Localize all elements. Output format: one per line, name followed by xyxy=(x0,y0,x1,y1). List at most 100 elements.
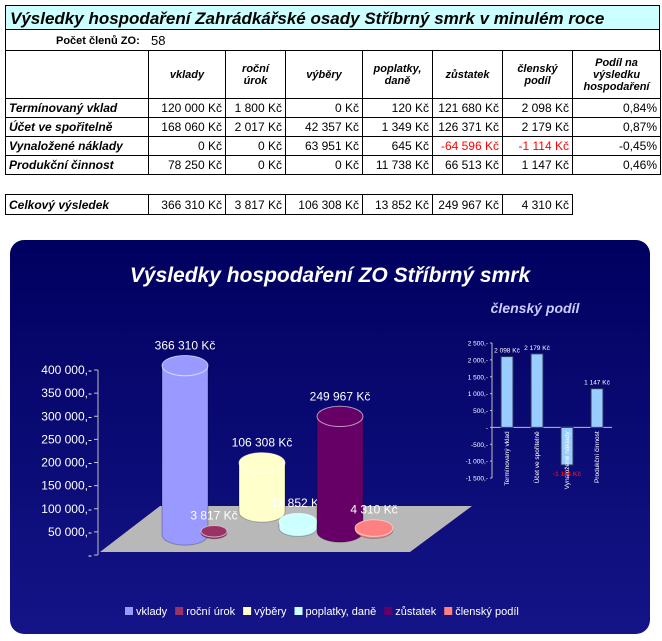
value-label: 13 852 Kč xyxy=(271,496,325,510)
legend-label: členský podíl xyxy=(455,606,519,618)
cylinder-top xyxy=(316,405,364,428)
y-tick-label: 2 500,- xyxy=(468,341,488,348)
value-label: 2 098 Kč xyxy=(494,348,520,355)
table-cell: 120 Kč xyxy=(362,98,433,118)
cylinder-top xyxy=(354,519,394,537)
header-cell: členský podíl xyxy=(502,50,573,99)
x-tick-label: Vynaložené náklady xyxy=(564,431,571,490)
y-tick-label: 300 000,- xyxy=(41,409,92,423)
legend-label: zůstatek xyxy=(395,606,436,618)
table-cell: 13 852 Kč xyxy=(362,194,433,215)
table-cell: 0,46% xyxy=(572,155,661,175)
members-row: Počet členů ZO: 58 xyxy=(5,30,660,50)
y-tick-label: 500,- xyxy=(473,408,488,415)
table-cell: -1 114 Kč xyxy=(502,136,573,156)
y-tick-label: 1 000,- xyxy=(468,391,488,398)
sheet-title: Výsledky hospodaření Zahrádkářské osady … xyxy=(5,5,660,30)
value-label: 1 147 Kč xyxy=(584,380,610,387)
table-cell: 645 Kč xyxy=(362,136,433,156)
cylinder-top xyxy=(278,512,318,531)
legend-swatch xyxy=(444,607,453,615)
legend-label: vklady xyxy=(136,606,168,618)
y-tick-label: 2 000,- xyxy=(468,357,488,364)
cylinder-top xyxy=(161,354,209,377)
cylinder xyxy=(316,405,364,543)
row-label: Termínovaný vklad xyxy=(5,98,149,118)
table-cell: 4 310 Kč xyxy=(502,194,573,215)
y-tick-label: 100 000,- xyxy=(41,502,92,516)
cylinder xyxy=(278,512,318,537)
y-tick-label: 350 000,- xyxy=(41,386,92,400)
y-tick-label: -1 000,- xyxy=(466,459,488,466)
table-cell: 0 Kč xyxy=(225,136,286,156)
legend-swatch xyxy=(384,607,393,615)
header-cell: výběry xyxy=(285,50,363,99)
table-cell: 168 060 Kč xyxy=(148,117,226,137)
row-label: Celkový výsledek xyxy=(5,194,149,215)
x-tick-label: Termínovaný vklad xyxy=(504,431,511,486)
legend-label: poplatky, daně xyxy=(306,606,377,618)
table-cell: 1 147 Kč xyxy=(502,155,573,175)
header-cell: Podíl na výsledku hospodaření xyxy=(572,50,661,99)
table-cell: 0 Kč xyxy=(285,155,363,175)
table-cell: 249 967 Kč xyxy=(432,194,503,215)
header-cell: vklady xyxy=(148,50,226,99)
table-cell: 120 000 Kč xyxy=(148,98,226,118)
y-tick-label: - xyxy=(88,548,92,562)
y-tick-label: -500,- xyxy=(471,442,488,449)
table-cell: 0 Kč xyxy=(225,155,286,175)
bar xyxy=(530,353,544,428)
chart-title: členský podíl xyxy=(491,300,581,316)
cylinder xyxy=(200,525,228,540)
table-cell: 0,84% xyxy=(572,98,661,118)
table-cell: 1 349 Kč xyxy=(362,117,433,137)
y-tick-label: 150 000,- xyxy=(41,479,92,493)
value-label: 3 817 Kč xyxy=(190,509,237,523)
legend-swatch xyxy=(125,607,133,615)
value-label: 106 308 Kč xyxy=(232,436,293,450)
bar xyxy=(560,426,574,466)
header-cell: poplatky, daně xyxy=(362,50,433,99)
table-cell: 78 250 Kč xyxy=(148,155,226,175)
y-tick-label: 50 000,- xyxy=(48,525,92,539)
x-tick-label: Účet ve spořitelně xyxy=(532,431,541,483)
legend-swatch xyxy=(294,607,303,615)
table-cell: 66 513 Kč xyxy=(432,155,503,175)
table-cell: 2 098 Kč xyxy=(502,98,573,118)
table-cell: 126 371 Kč xyxy=(432,117,503,137)
legend-swatch xyxy=(243,607,252,615)
value-label: 4 310 Kč xyxy=(350,503,397,517)
table-cell: 3 817 Kč xyxy=(225,194,286,215)
chart-title: Výsledky hospodaření ZO Stříbrný smrk xyxy=(130,264,532,287)
value-label: 366 310 Kč xyxy=(155,338,216,352)
table-cell: 0 Kč xyxy=(285,98,363,118)
table-cell: 42 357 Kč xyxy=(285,117,363,137)
bar xyxy=(500,356,514,428)
value-label: -1 114 Kč xyxy=(553,471,582,478)
cylinder xyxy=(238,452,286,523)
members-value: 58 xyxy=(151,33,166,48)
table-cell: 366 310 Kč xyxy=(148,194,226,215)
header-cell: zůstatek xyxy=(432,50,503,99)
table-cell: 0 Kč xyxy=(148,136,226,156)
value-label: 249 967 Kč xyxy=(310,389,371,403)
table-cell: 121 680 Kč xyxy=(432,98,503,118)
table-cell: 106 308 Kč xyxy=(285,194,363,215)
y-tick-label: 400 000,- xyxy=(41,363,92,377)
legend-label: výběry xyxy=(254,606,287,618)
y-tick-label: 200 000,- xyxy=(41,456,92,470)
table-cell: 11 738 Kč xyxy=(362,155,433,175)
table-cell: 1 800 Kč xyxy=(225,98,286,118)
table-cell: 63 951 Kč xyxy=(285,136,363,156)
legend-swatch xyxy=(175,607,184,615)
y-tick-label: 250 000,- xyxy=(41,432,92,446)
table-cell: -64 596 Kč xyxy=(432,136,503,156)
table-cell: 2 179 Kč xyxy=(502,117,573,137)
cylinder-top xyxy=(238,452,286,474)
cylinder-top xyxy=(200,525,228,538)
row-label: Vynaložené náklady xyxy=(5,136,149,156)
value-label: 2 179 Kč xyxy=(524,345,550,352)
table-cell: 0,87% xyxy=(572,117,661,137)
chart-floor xyxy=(100,506,472,552)
